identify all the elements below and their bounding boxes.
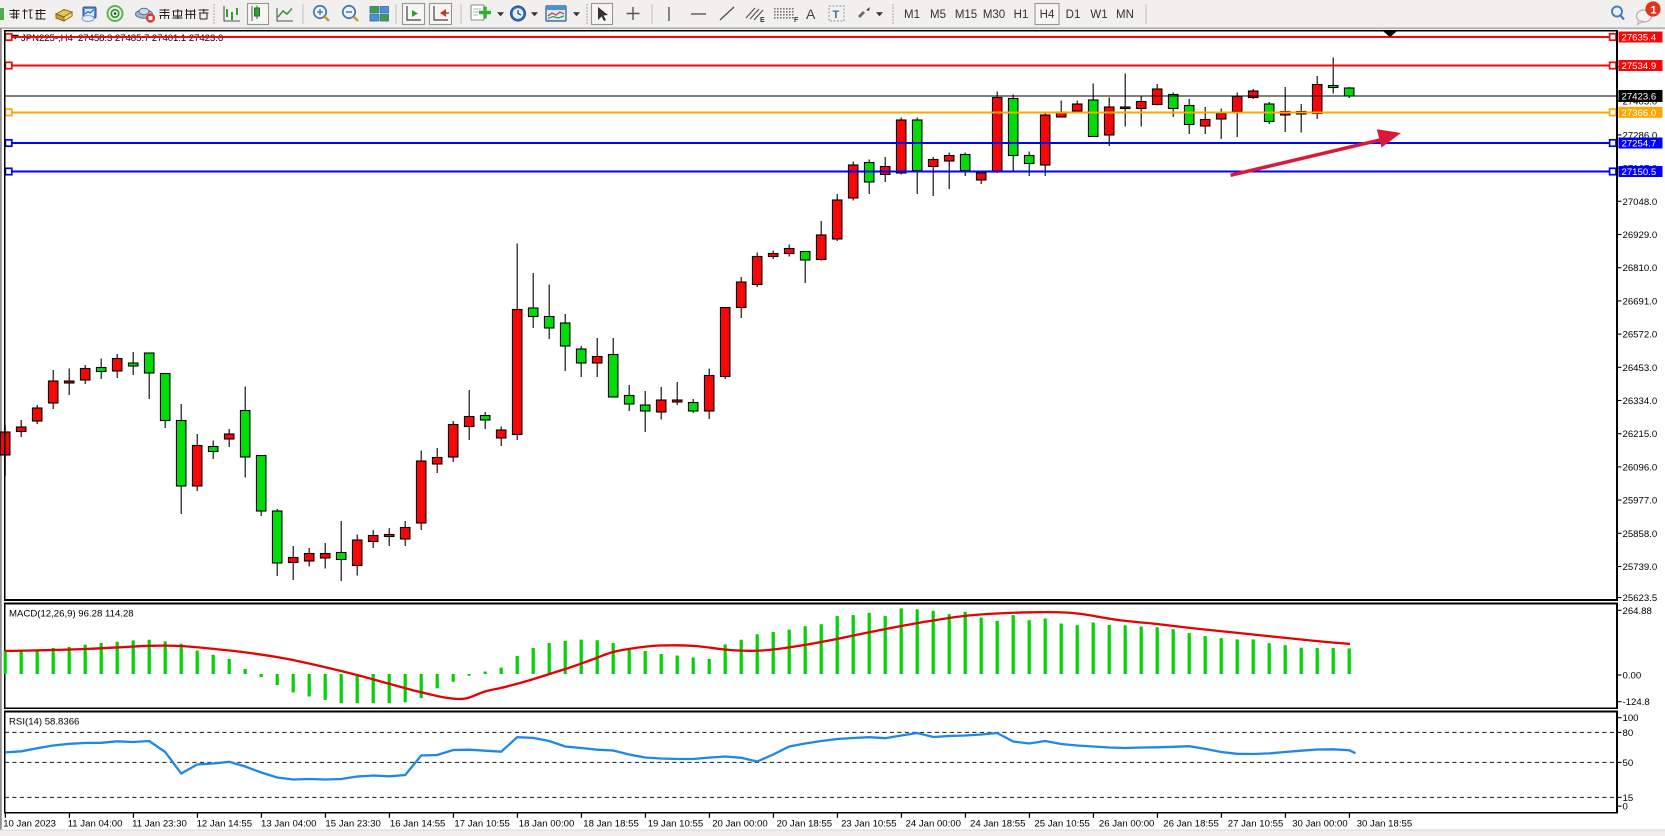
svg-text:RSI(14) 58.8366: RSI(14) 58.8366 — [9, 717, 79, 728]
svg-text:20 Jan 00:00: 20 Jan 00:00 — [712, 819, 767, 830]
svg-text:M15: M15 — [955, 9, 977, 21]
svg-text:26929.0: 26929.0 — [1623, 230, 1658, 241]
svg-text:100: 100 — [1623, 713, 1639, 724]
svg-text:0.00: 0.00 — [1623, 671, 1642, 682]
svg-text:-124.8: -124.8 — [1623, 697, 1650, 708]
svg-text:25623.5: 25623.5 — [1623, 593, 1658, 604]
svg-text:30 Jan 18:55: 30 Jan 18:55 — [1357, 819, 1412, 830]
svg-text:27635.4: 27635.4 — [1622, 33, 1657, 44]
svg-text:26 Jan 18:55: 26 Jan 18:55 — [1163, 819, 1218, 830]
svg-text:11 Jan 23:30: 11 Jan 23:30 — [132, 819, 187, 830]
svg-text:25977.0: 25977.0 — [1623, 496, 1658, 507]
svg-text:26691.0: 26691.0 — [1623, 296, 1658, 307]
svg-text:18 Jan 18:55: 18 Jan 18:55 — [583, 819, 638, 830]
svg-text:H1: H1 — [1014, 9, 1029, 21]
svg-text:MN: MN — [1116, 9, 1134, 21]
svg-text:26453.0: 26453.0 — [1623, 363, 1658, 374]
svg-text:F: F — [794, 17, 799, 24]
svg-text:27048.0: 27048.0 — [1623, 197, 1658, 208]
svg-text:27254.7: 27254.7 — [1622, 139, 1657, 150]
svg-text:264.88: 264.88 — [1623, 606, 1652, 617]
svg-text:1: 1 — [1650, 5, 1656, 17]
svg-text:80: 80 — [1623, 728, 1634, 739]
svg-text:24 Jan 00:00: 24 Jan 00:00 — [906, 819, 961, 830]
svg-text:27423.6: 27423.6 — [1622, 92, 1657, 103]
svg-text:15: 15 — [1623, 793, 1634, 804]
svg-text:M30: M30 — [983, 9, 1005, 21]
svg-text:0: 0 — [1623, 802, 1628, 813]
svg-text:10 Jan 2023: 10 Jan 2023 — [3, 819, 56, 830]
svg-text:25 Jan 10:55: 25 Jan 10:55 — [1034, 819, 1089, 830]
svg-text:12 Jan 14:55: 12 Jan 14:55 — [197, 819, 252, 830]
svg-text:18 Jan 00:00: 18 Jan 00:00 — [519, 819, 574, 830]
svg-text:26810.0: 26810.0 — [1623, 263, 1658, 274]
svg-text:T: T — [833, 9, 840, 21]
svg-text:M5: M5 — [930, 9, 946, 21]
svg-text:25739.0: 25739.0 — [1623, 562, 1658, 573]
svg-text:H4: H4 — [1040, 9, 1055, 21]
svg-text:27534.9: 27534.9 — [1622, 61, 1657, 72]
svg-text:26572.0: 26572.0 — [1623, 330, 1658, 341]
svg-text:M1: M1 — [904, 9, 920, 21]
svg-text:13 Jan 04:00: 13 Jan 04:00 — [261, 819, 316, 830]
svg-text:W1: W1 — [1090, 9, 1107, 21]
svg-text:23 Jan 10:55: 23 Jan 10:55 — [841, 819, 896, 830]
svg-text:30 Jan 00:00: 30 Jan 00:00 — [1292, 819, 1347, 830]
svg-text:17 Jan 10:55: 17 Jan 10:55 — [454, 819, 509, 830]
svg-text:26215.0: 26215.0 — [1623, 429, 1658, 440]
svg-text:MACD(12,26,9) 96.28 114.28: MACD(12,26,9) 96.28 114.28 — [9, 609, 134, 620]
svg-text:27366.0: 27366.0 — [1622, 108, 1657, 119]
svg-text:20 Jan 18:55: 20 Jan 18:55 — [777, 819, 832, 830]
svg-text:24 Jan 18:55: 24 Jan 18:55 — [970, 819, 1025, 830]
svg-text:27150.5: 27150.5 — [1622, 167, 1657, 178]
svg-text:A: A — [806, 6, 816, 22]
svg-text:JPN225-,H4 27458.3 27485.7 27: JPN225-,H4 27458.3 27485.7 27401.1 27423… — [21, 33, 223, 44]
svg-text:50: 50 — [1623, 758, 1634, 769]
svg-text:D1: D1 — [1066, 9, 1081, 21]
svg-text:11 Jan 04:00: 11 Jan 04:00 — [68, 819, 123, 830]
svg-text:27286.0: 27286.0 — [1623, 130, 1658, 141]
svg-text:19 Jan 10:55: 19 Jan 10:55 — [648, 819, 703, 830]
svg-text:25858.0: 25858.0 — [1623, 529, 1658, 540]
svg-text:16 Jan 14:55: 16 Jan 14:55 — [390, 819, 445, 830]
svg-text:26096.0: 26096.0 — [1623, 462, 1658, 473]
svg-text:26 Jan 00:00: 26 Jan 00:00 — [1099, 819, 1154, 830]
svg-text:E: E — [760, 17, 765, 24]
svg-text:15 Jan 23:30: 15 Jan 23:30 — [325, 819, 380, 830]
svg-text:26334.0: 26334.0 — [1623, 396, 1658, 407]
svg-text:27 Jan 10:55: 27 Jan 10:55 — [1228, 819, 1283, 830]
